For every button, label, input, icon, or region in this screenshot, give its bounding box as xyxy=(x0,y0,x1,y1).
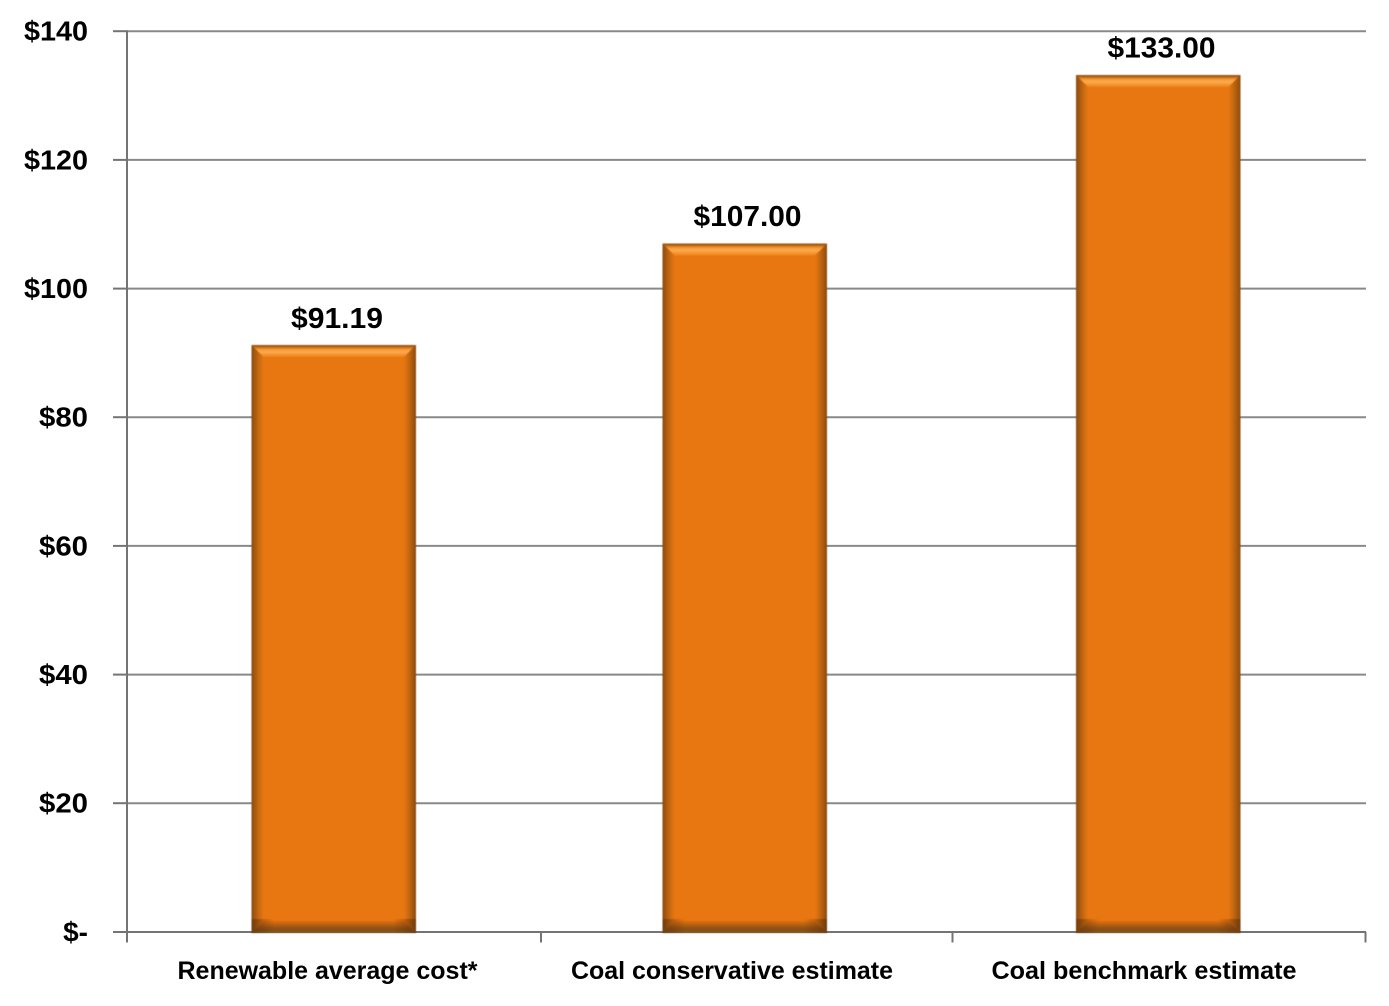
svg-text:$40: $40 xyxy=(39,659,88,690)
svg-text:Renewable average cost*: Renewable average cost* xyxy=(178,957,478,985)
svg-text:$-: $- xyxy=(63,916,88,947)
svg-text:$20: $20 xyxy=(39,788,88,819)
svg-text:$120: $120 xyxy=(24,144,88,175)
svg-text:$133.00: $133.00 xyxy=(1108,33,1216,65)
svg-text:$107.00: $107.00 xyxy=(694,201,802,233)
svg-text:$60: $60 xyxy=(39,530,88,561)
svg-text:Coal benchmark estimate: Coal benchmark estimate xyxy=(992,957,1297,985)
svg-text:Coal conservative estimate: Coal conservative estimate xyxy=(571,957,893,985)
svg-text:$100: $100 xyxy=(24,273,88,304)
svg-text:$80: $80 xyxy=(39,402,88,433)
svg-text:$91.19: $91.19 xyxy=(291,303,383,335)
svg-text:$140: $140 xyxy=(24,16,88,47)
